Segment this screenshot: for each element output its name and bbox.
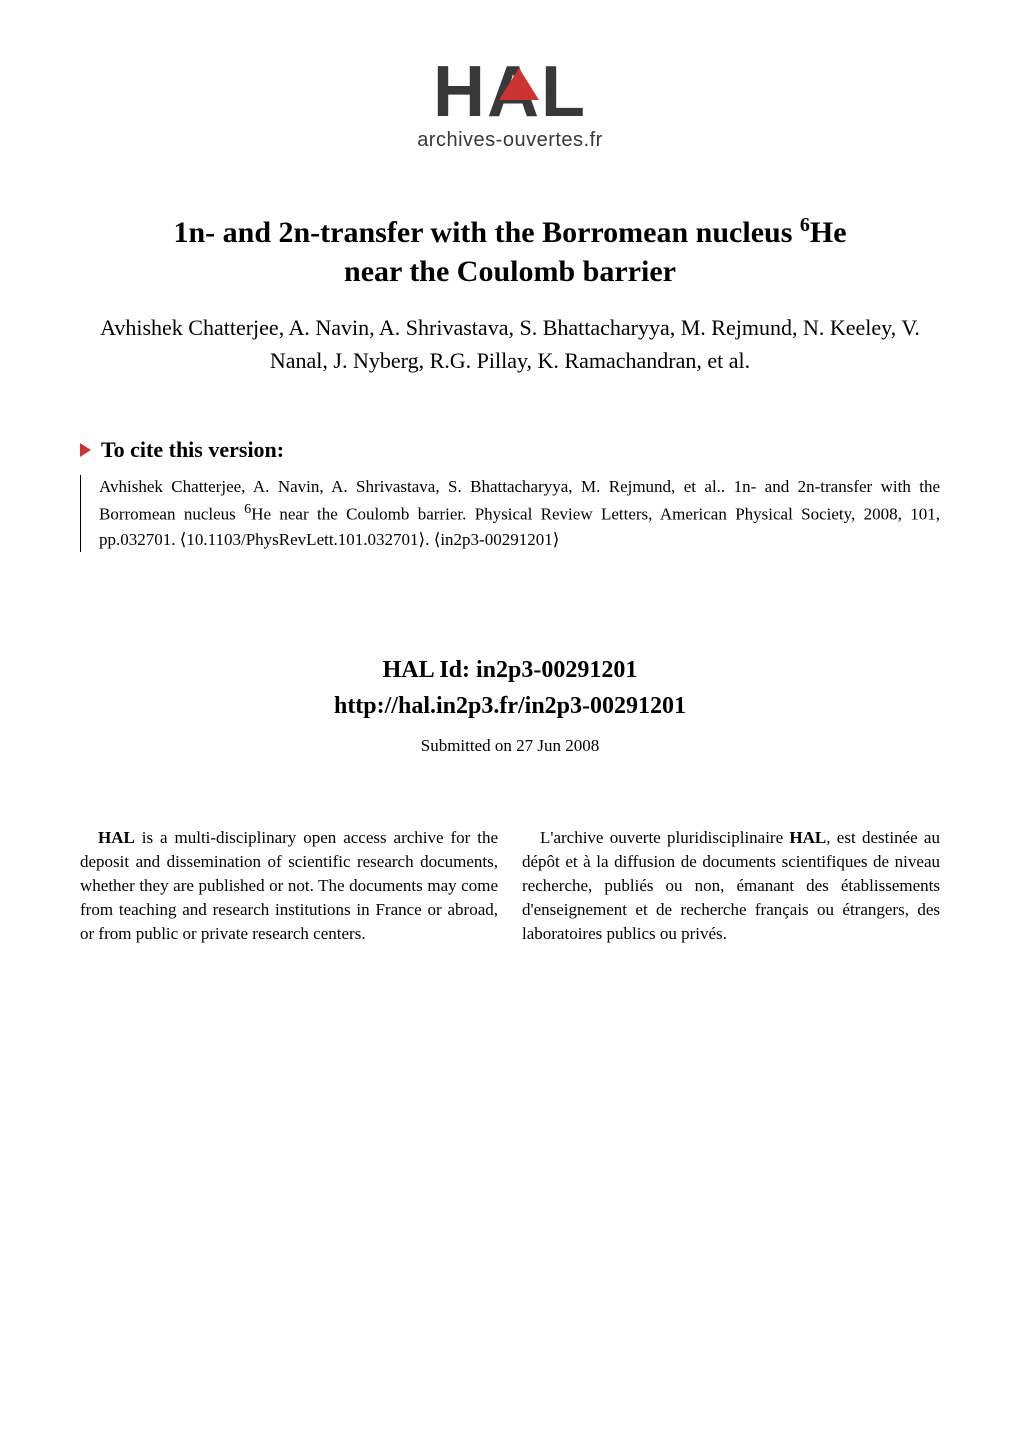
column-right: L'archive ouverte pluridisciplinaire HAL… [522, 826, 940, 945]
authors-list: Avhishek Chatterjee, A. Navin, A. Shriva… [80, 311, 940, 377]
cite-body: Avhishek Chatterjee, A. Navin, A. Shriva… [80, 475, 940, 553]
title-line1-suffix: He [810, 216, 847, 249]
column-left-text: HAL is a multi-disciplinary open access … [80, 826, 498, 945]
column-right-prefix: L'archive ouverte pluridisciplinaire [540, 828, 789, 847]
hal-logo-subtitle: archives-ouvertes.fr [417, 129, 603, 152]
cite-section: To cite this version: Avhishek Chatterje… [80, 437, 940, 553]
column-left: HAL is a multi-disciplinary open access … [80, 826, 498, 945]
title-line2: near the Coulomb barrier [344, 255, 676, 288]
logo-letter-h: H [433, 52, 487, 132]
hal-logo: HAL archives-ouvertes.fr [417, 60, 603, 152]
hal-logo-text: HAL [417, 60, 603, 125]
paper-title: 1n- and 2n-transfer with the Borromean n… [80, 212, 940, 291]
hal-url: http://hal.in2p3.fr/in2p3-00291201 [80, 688, 940, 724]
description-columns: HAL is a multi-disciplinary open access … [80, 826, 940, 945]
column-left-rest: is a multi-disciplinary open access arch… [80, 828, 498, 942]
title-block: 1n- and 2n-transfer with the Borromean n… [80, 212, 940, 291]
cite-header: To cite this version: [80, 437, 940, 463]
column-right-bold: HAL [789, 828, 826, 847]
column-left-bold: HAL [98, 828, 135, 847]
title-superscript: 6 [800, 214, 810, 236]
title-line1-prefix: 1n- and 2n-transfer with the Borromean n… [173, 216, 799, 249]
logo-letter-a: A [487, 60, 541, 125]
submitted-date: Submitted on 27 Jun 2008 [80, 736, 940, 756]
triangle-marker-icon [80, 443, 91, 457]
logo-letter-l: L [541, 52, 587, 132]
column-right-text: L'archive ouverte pluridisciplinaire HAL… [522, 826, 940, 945]
hal-id-block: HAL Id: in2p3-00291201 http://hal.in2p3.… [80, 652, 940, 724]
hal-id-label: HAL Id: in2p3-00291201 [80, 652, 940, 688]
cite-heading: To cite this version: [101, 437, 284, 463]
hal-logo-block: HAL archives-ouvertes.fr [80, 60, 940, 152]
